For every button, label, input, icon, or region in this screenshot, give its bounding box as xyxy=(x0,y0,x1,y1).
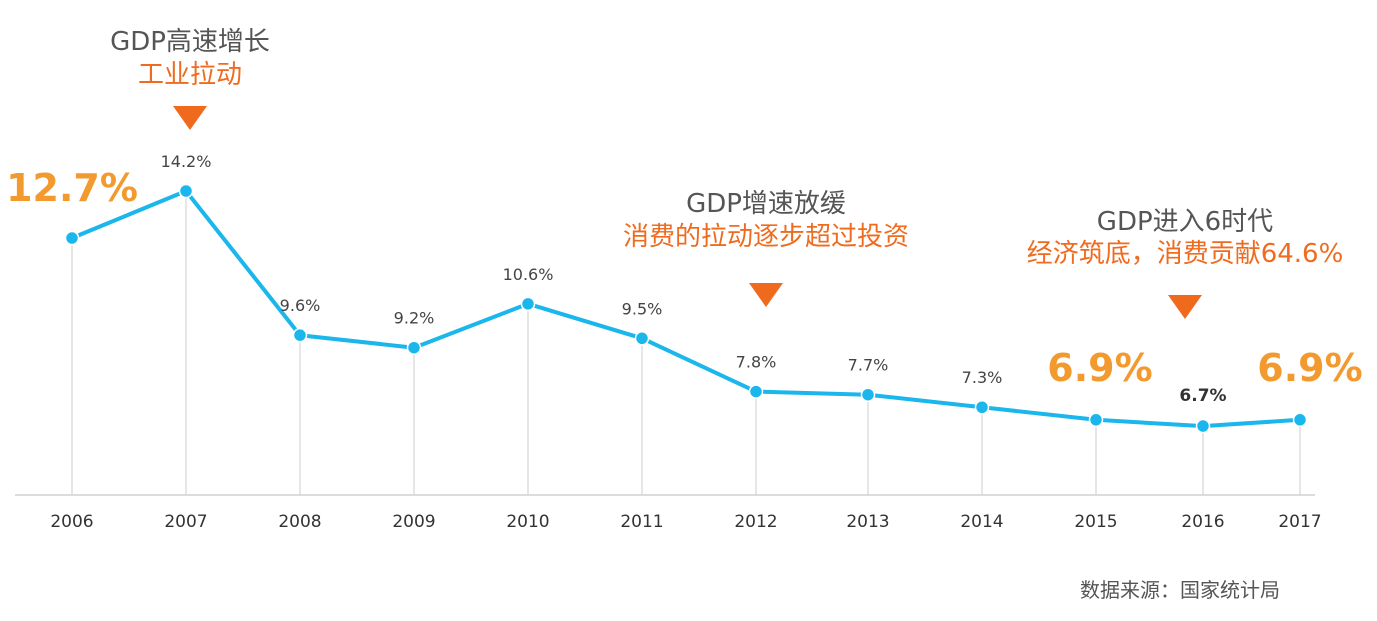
annotation-subtitle-2012: 消费的拉动逐步超过投资 xyxy=(623,222,909,252)
x-tick-2010: 2010 xyxy=(506,512,549,532)
x-tick-2008: 2008 xyxy=(278,512,321,532)
value-label-2011: 9.5% xyxy=(622,299,663,318)
x-tick-2016: 2016 xyxy=(1181,512,1224,532)
data-point-2015 xyxy=(1088,412,1104,428)
down-triangle-icon xyxy=(173,106,207,130)
x-tick-2015: 2015 xyxy=(1074,512,1117,532)
data-point-2007 xyxy=(178,183,194,199)
value-label-2007: 14.2% xyxy=(161,152,212,171)
data-point-2013 xyxy=(860,387,876,402)
annotation-title-2012: GDP增速放缓 xyxy=(686,189,846,219)
value-label-2016: 6.7% xyxy=(1179,386,1226,406)
value-label-2006: 12.7% xyxy=(6,166,138,210)
down-triangle-icon xyxy=(1168,295,1202,319)
series-line-group xyxy=(64,183,1308,434)
annotation-subtitle-2016: 经济筑底，消费贡献64.6% xyxy=(1027,239,1344,269)
data-point-2014 xyxy=(974,399,990,415)
x-tick-2017: 2017 xyxy=(1278,512,1321,532)
x-tick-2009: 2009 xyxy=(392,512,435,532)
value-label-2012: 7.8% xyxy=(736,353,777,372)
value-label-2017: 6.9% xyxy=(1257,346,1362,390)
data-point-2009 xyxy=(406,340,422,355)
annotation-subtitle-2007: 工业拉动 xyxy=(138,60,242,90)
value-label-2015: 6.9% xyxy=(1047,346,1152,390)
data-point-2011 xyxy=(634,331,650,346)
x-tick-labels: 2006 2007 2008 2009 2010 2011 2012 2013 2014 2015… xyxy=(50,512,1321,532)
x-tick-2006: 2006 xyxy=(50,512,93,532)
x-tick-2012: 2012 xyxy=(734,512,777,532)
x-tick-2011: 2011 xyxy=(620,512,663,532)
data-point-2010 xyxy=(520,296,536,312)
source-note: 数据来源：国家统计局 xyxy=(1080,578,1280,602)
data-point-2006 xyxy=(64,230,80,246)
annotation-title-2016: GDP进入6时代 xyxy=(1097,207,1273,237)
x-tick-2013: 2013 xyxy=(846,512,889,532)
value-label-2013: 7.7% xyxy=(848,356,889,375)
value-label-2008: 9.6% xyxy=(280,296,321,315)
x-tick-2007: 2007 xyxy=(164,512,207,532)
series-line xyxy=(70,189,1302,429)
down-triangle-icon xyxy=(749,283,783,307)
value-label-2010: 10.6% xyxy=(503,265,554,284)
value-labels: 12.7% 14.2% 9.6% 9.2% 10.6% 9.5% 7.8% 7.7% 7.3% 6… xyxy=(6,152,1363,406)
data-point-2012 xyxy=(748,384,764,399)
x-tick-2014: 2014 xyxy=(960,512,1003,532)
data-point-2008 xyxy=(292,327,308,343)
value-label-2014: 7.3% xyxy=(962,368,1003,387)
annotation-title-2007: GDP高速增长 xyxy=(110,27,270,57)
data-point-2017 xyxy=(1292,412,1308,428)
value-label-2009: 9.2% xyxy=(394,309,435,328)
data-point-2016 xyxy=(1195,418,1211,434)
stems xyxy=(71,191,1301,495)
